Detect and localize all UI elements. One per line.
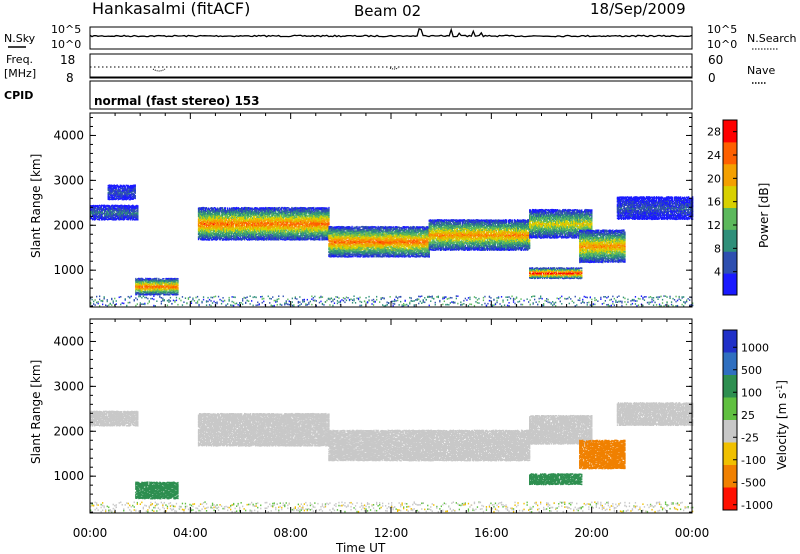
freq-tick-bottom: 8 [66, 71, 74, 85]
power-echo-cell [99, 219, 100, 221]
noise-trace [90, 29, 692, 37]
freq-label-line2: [MHz] [4, 67, 36, 80]
power-echo-layer [90, 184, 693, 306]
date-title: 18/Sep/2009 [590, 0, 686, 18]
station-title: Hankasalmi (fitACF) [92, 0, 250, 18]
cpid-text: normal (fast stereo) 153 [94, 94, 260, 108]
beam-title: Beam 02 [354, 2, 421, 20]
noise-right-tick-bottom: 10^0 [707, 38, 737, 51]
nave-label: Nave [747, 64, 775, 77]
power-echo-cell [137, 219, 138, 221]
noise-right-label: N.Search [747, 32, 797, 45]
power-echo-cell [137, 205, 138, 207]
nave-dip-1 [153, 69, 165, 71]
freq-label-line1: Freq. [6, 53, 33, 66]
noise-left-label: N.Sky [4, 32, 36, 45]
nave-dip-2 [390, 68, 398, 69]
noise-left-tick-top: 10^5 [51, 23, 81, 36]
freq-tick-top: 18 [60, 53, 75, 67]
rti-figure: Hankasalmi (fitACF) Beam 02 18/Sep/2009 … [0, 0, 800, 554]
nave-tick-top: 60 [708, 53, 723, 67]
noise-left-tick-bottom: 10^0 [51, 38, 81, 51]
noise-line [90, 29, 692, 37]
noise-panel-frame [90, 27, 692, 49]
noise-right-tick-top: 10^5 [707, 23, 737, 36]
nave-tick-bottom: 0 [708, 71, 716, 85]
cpid-label: CPID [4, 89, 33, 102]
freq-panel-frame [90, 54, 692, 78]
